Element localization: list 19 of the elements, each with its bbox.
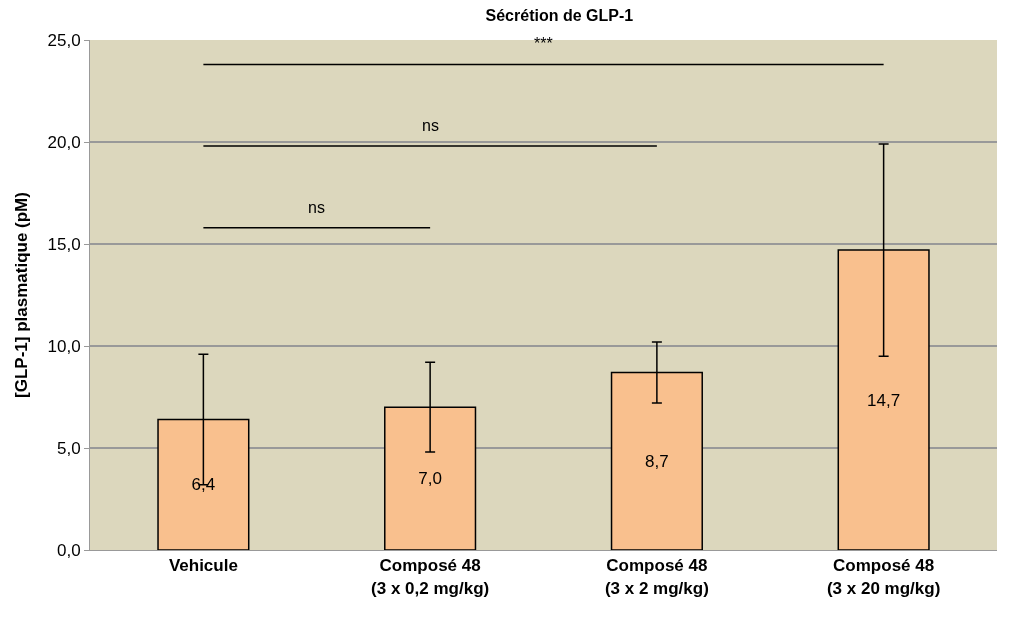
x-tick-label: Composé 48 (3 x 0,2 mg/kg) [371,556,490,598]
y-tick-label: 10,0 [47,336,81,356]
data-label: 7,0 [418,469,442,489]
y-tick-label: 5,0 [56,438,81,458]
y-tick-label: 25,0 [47,30,81,50]
chart-title: Sécrétion de GLP-1 [485,6,634,24]
x-tick-label: Vehicule [168,556,238,576]
y-tick-label: 15,0 [47,234,81,254]
annotation: ns [422,117,439,134]
y-axis-title: [GLP-1] plasmatique (pM) [12,192,32,398]
data-label: 14,7 [867,390,901,410]
x-tick-label: Composé 48 (3 x 20 mg/kg) [826,556,941,598]
data-label: 6,4 [191,475,216,495]
annotation: *** [534,35,553,52]
y-tick-label: 20,0 [47,132,81,152]
x-tick-label: Composé 48 (3 x 2 mg/kg) [604,556,709,598]
y-tick-label: 0,0 [56,540,81,560]
annotation: ns [308,199,325,216]
data-label: 8,7 [645,451,669,471]
